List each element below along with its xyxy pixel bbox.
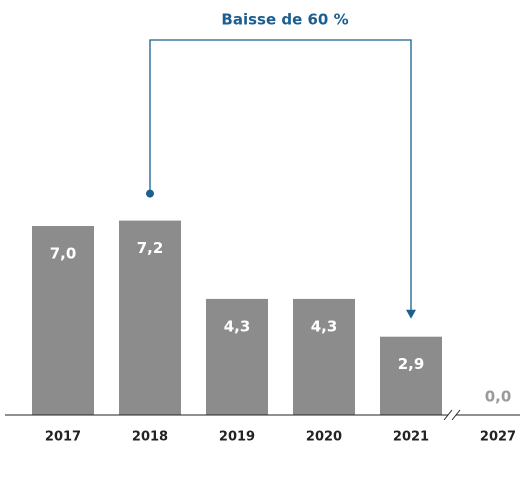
- value-label: 7,2: [137, 239, 164, 257]
- value-label: 7,0: [50, 245, 77, 263]
- axis-break: [443, 409, 453, 421]
- x-tick-label: 2017: [45, 430, 81, 445]
- bar: [293, 298, 355, 415]
- axis-break-gap: [448, 411, 456, 419]
- value-label: 2,9: [398, 355, 425, 373]
- value-label: 0,0: [485, 388, 512, 406]
- bar: [119, 220, 181, 415]
- x-tick-label: 2021: [393, 430, 429, 445]
- bar: [206, 298, 268, 415]
- x-tick-label: 2020: [306, 430, 342, 445]
- annotation-arrow: [406, 309, 416, 319]
- x-tick-label: 2027: [480, 430, 516, 445]
- axis-break: [451, 409, 461, 421]
- bar: [380, 336, 442, 415]
- value-label: 4,3: [311, 317, 338, 335]
- annotation-bracket: [149, 39, 412, 311]
- value-label: 4,3: [224, 317, 251, 335]
- annotation-dot: [146, 189, 154, 198]
- x-tick-label: 2019: [219, 430, 255, 445]
- bar: [32, 226, 94, 415]
- x-tick-label: 2018: [132, 430, 168, 445]
- annotation: Baisse de 60 %: [221, 11, 348, 29]
